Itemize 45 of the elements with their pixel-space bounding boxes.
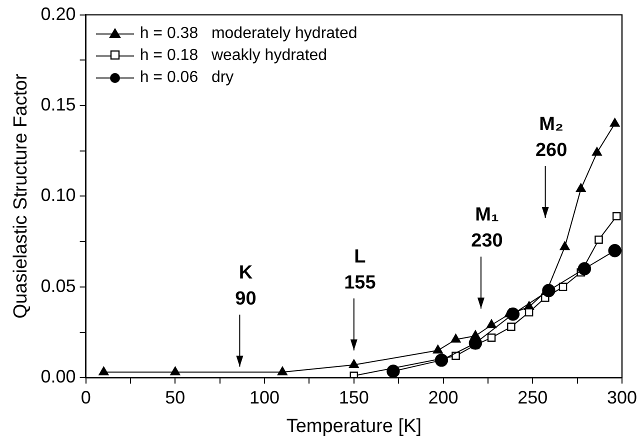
y-tick-label: 0.05 xyxy=(40,276,76,296)
point xyxy=(348,359,359,368)
point xyxy=(98,366,109,376)
x-tick-label: 100 xyxy=(250,387,280,408)
point xyxy=(507,322,516,331)
x-tick-label: 200 xyxy=(428,387,458,408)
point xyxy=(432,344,443,354)
point xyxy=(277,366,288,376)
point xyxy=(560,241,570,250)
y-tick-label: 0.00 xyxy=(40,366,76,387)
point xyxy=(524,308,534,316)
x-tick-label: 150 xyxy=(338,387,369,408)
point xyxy=(576,183,586,192)
point xyxy=(386,364,400,378)
point xyxy=(350,372,358,378)
y-tick-label: 0.15 xyxy=(40,94,76,114)
point xyxy=(610,118,620,127)
y-tick-label: 0.20 xyxy=(40,4,76,24)
point xyxy=(170,366,180,376)
annotation: M₂ 260 xyxy=(535,114,568,161)
x-tick-label: 250 xyxy=(518,387,548,408)
y-axis-title: Quasielastic Structure Factor xyxy=(10,73,32,319)
legend-label: h = 0.38 moderately hydrated xyxy=(140,24,358,44)
x-tick-label: 300 xyxy=(606,387,638,408)
point xyxy=(612,212,621,220)
point xyxy=(578,262,592,276)
y-tick-label: 0.10 xyxy=(40,185,76,206)
point xyxy=(450,334,461,343)
point xyxy=(558,282,568,292)
point xyxy=(594,236,603,244)
point xyxy=(434,354,448,367)
legend-label: h = 0.06 dry xyxy=(140,68,234,88)
point xyxy=(592,147,602,156)
x-tick-label: 50 xyxy=(165,387,186,408)
point xyxy=(542,284,556,298)
legend-label: h = 0.18 weakly hydrated xyxy=(140,46,328,66)
annotation: M₁ 230 xyxy=(471,204,503,252)
point xyxy=(506,308,520,321)
point xyxy=(486,319,496,328)
x-axis-title: Temperature [K] xyxy=(286,416,422,437)
x-tick-label: 0 xyxy=(80,387,91,408)
annotation: K 90 xyxy=(235,262,256,310)
point xyxy=(487,334,496,342)
point xyxy=(608,244,622,258)
annotation: L 155 xyxy=(344,246,376,294)
